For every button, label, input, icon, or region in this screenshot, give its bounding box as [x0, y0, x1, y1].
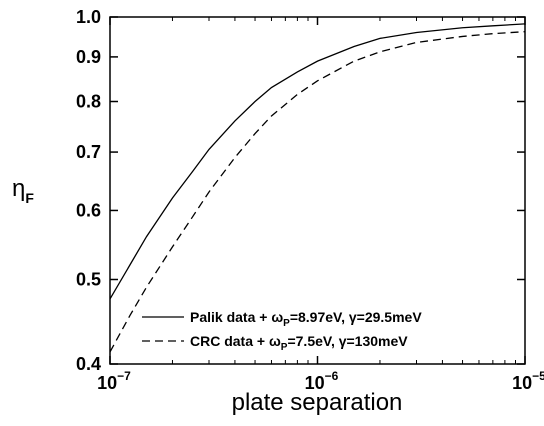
y-axis-title-symbol: η [12, 175, 25, 202]
x-tick-label: 10−5 [512, 369, 544, 393]
x-tick-label-exponent: −5 [532, 369, 544, 383]
x-tick-label-exponent: −6 [325, 369, 339, 383]
x-tick-label-base: 10 [97, 373, 117, 393]
y-axis: 0.4 0.5 0.6 0.7 0.8 0.9 1.0 [76, 7, 525, 374]
legend-label-text: Palik data + ω [190, 309, 283, 325]
x-tick-label: 10−7 [97, 369, 131, 393]
series-layer [109, 23, 526, 353]
x-tick-label-exponent: −7 [117, 369, 131, 383]
legend-label-subscript: P [283, 318, 290, 329]
x-tick-label-base: 10 [305, 373, 325, 393]
legend-label-text: =8.97eV, γ=29.5meV [290, 309, 422, 325]
legend-label-text: =7.5eV, γ=130meV [287, 333, 408, 349]
y-tick-label: 0.6 [76, 200, 101, 220]
x-axis: 10−7 10−6 10−5 [97, 17, 544, 393]
series-line-dashed [109, 31, 526, 353]
legend-label-text: CRC data + ω [190, 333, 281, 349]
legend-label: Palik data + ωP=8.97eV, γ=29.5meV [190, 309, 422, 329]
y-tick-label: 0.8 [76, 92, 101, 112]
y-tick-label: 0.9 [76, 47, 101, 67]
legend-label-subscript: P [281, 342, 288, 353]
y-axis-title-subscript: F [25, 190, 34, 206]
x-tick-label-base: 10 [512, 373, 532, 393]
y-tick-label: 1.0 [76, 7, 101, 27]
x-tick-label: 10−6 [305, 369, 339, 393]
y-axis-title: ηF [12, 175, 34, 206]
legend-label: CRC data + ωP=7.5eV, γ=130meV [190, 333, 408, 353]
y-tick-label: 0.5 [76, 269, 101, 289]
series-line-solid [109, 23, 526, 300]
x-axis-title: plate separation [232, 389, 403, 416]
y-tick-label: 0.4 [76, 354, 101, 374]
y-tick-label: 0.7 [76, 142, 101, 162]
